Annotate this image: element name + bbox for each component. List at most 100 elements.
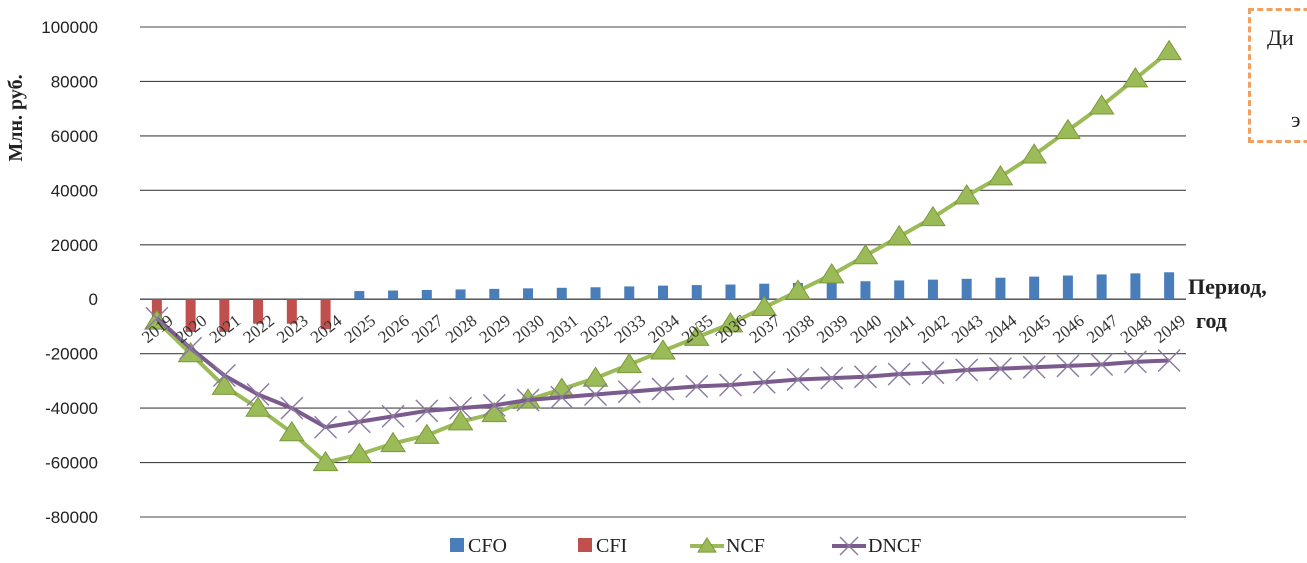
point-dncf-stroke (853, 365, 877, 389)
bar-cfo (624, 286, 635, 300)
y-tick-label: 0 (89, 290, 98, 309)
legend-marker-dncf (839, 536, 859, 556)
point-dncf-stroke (887, 362, 911, 386)
point-dncf-stroke (651, 377, 675, 401)
point-dncf (1123, 350, 1147, 374)
bar-cfi (151, 299, 162, 319)
x-tick-label: 2019 (138, 311, 176, 347)
point-dncf-stroke (212, 363, 236, 387)
point-dncf-stroke (1056, 354, 1080, 378)
bar-cfo (927, 279, 938, 300)
point-dncf-stroke (1157, 348, 1181, 372)
point-dncf-stroke (179, 336, 203, 360)
x-tick-label: 2031 (543, 311, 581, 347)
point-dncf (887, 362, 911, 386)
point-ncf (1088, 94, 1115, 115)
point-ncf (886, 224, 913, 246)
line-ncf (155, 49, 1171, 465)
point-ncf (818, 262, 845, 284)
gridlines (140, 26, 1186, 518)
point-dncf (449, 396, 473, 420)
x-tick-label: 2032 (577, 311, 615, 347)
y-axis-tick-labels: 100000 80000 60000 40000 20000 0 -20000 -40000 -… (41, 18, 98, 527)
y-tick-label: 40000 (51, 181, 98, 200)
point-ncf (751, 295, 778, 316)
bar-cfo (759, 283, 770, 300)
bar-cfi (185, 299, 196, 332)
legend: CFO CFI NCF DNCF (450, 535, 921, 557)
point-dncf (955, 358, 979, 382)
point-dncf-stroke (516, 388, 540, 412)
legend-item-cfo: CFO (450, 535, 507, 557)
bar-cfo (1130, 273, 1141, 300)
point-dncf-stroke (617, 380, 641, 404)
legend-label-ncf: NCF (726, 535, 765, 557)
point-dncf (145, 306, 169, 330)
point-dncf (685, 374, 709, 398)
x-tick-label: 2021 (206, 311, 244, 347)
x-tick-label: 2048 (1117, 311, 1155, 347)
x-axis-label-line2: год (1196, 308, 1227, 333)
note-text-2: э (1291, 107, 1301, 132)
legend-item-ncf: NCF (690, 535, 765, 557)
bar-cfo (455, 289, 466, 300)
point-dncf (482, 393, 506, 417)
point-ncf (1021, 143, 1048, 164)
y-tick-label: 60000 (51, 127, 98, 146)
point-dncf-stroke (314, 415, 338, 439)
y-tick-label: 20000 (51, 236, 98, 255)
bar-cfo (658, 285, 668, 300)
x-tick-label: 2046 (1049, 311, 1087, 347)
point-dncf-stroke (955, 358, 979, 382)
point-dncf (280, 396, 304, 420)
x-tick-label: 2024 (307, 311, 346, 347)
point-dncf (179, 336, 203, 360)
x-tick-label: 2030 (509, 311, 547, 347)
x-tick-label: 2037 (746, 311, 785, 347)
legend-swatch-cfo (450, 538, 464, 552)
x-tick-label: 2049 (1150, 311, 1188, 347)
bar-cfo (556, 287, 567, 300)
point-ncf (852, 243, 879, 265)
point-ncf (211, 374, 238, 395)
y-axis-label: Млн. руб. (5, 74, 27, 161)
point-dncf-stroke (145, 306, 169, 330)
point-dncf (988, 357, 1012, 381)
bar-cfi (320, 299, 331, 330)
bar-cfo (523, 288, 534, 300)
point-dncf-stroke (1123, 350, 1147, 374)
legend-swatch-cfi (578, 538, 592, 552)
point-dncf (617, 380, 641, 404)
x-tick-label: 2028 (442, 311, 480, 347)
y-tick-label: 80000 (51, 72, 98, 91)
bar-cfo (725, 284, 736, 300)
bar-cfo (489, 288, 500, 300)
point-ncf (447, 409, 474, 431)
point-dncf (1056, 354, 1080, 378)
point-dncf (1090, 353, 1114, 377)
bars (151, 272, 1175, 332)
x-tick-label: 2033 (611, 311, 649, 347)
y-tick-label: -60000 (45, 454, 98, 473)
point-dncf-stroke (1090, 353, 1114, 377)
x-tick-label: 2023 (273, 311, 311, 347)
legend-marker-ncf (697, 536, 717, 553)
x-tick-label: 2047 (1083, 311, 1122, 347)
bar-cfo (354, 291, 365, 300)
x-axis-label-line1: Период, (1188, 274, 1267, 299)
point-dncf-stroke (347, 410, 371, 434)
bar-cfo (995, 277, 1006, 300)
point-ncf (380, 431, 406, 453)
x-tick-label: 2044 (982, 311, 1021, 347)
x-tick-label: 2022 (239, 311, 277, 347)
bar-cfo (860, 281, 871, 300)
point-dncf-stroke (584, 383, 608, 406)
point-dncf (415, 399, 439, 423)
bar-cfo (421, 289, 432, 300)
point-dncf (246, 383, 270, 406)
bar-cfo (1164, 272, 1175, 300)
bar-cfo (1096, 274, 1107, 300)
bar-cfo (826, 282, 837, 300)
x-tick-label: 2043 (948, 311, 986, 347)
point-ncf (953, 184, 980, 205)
